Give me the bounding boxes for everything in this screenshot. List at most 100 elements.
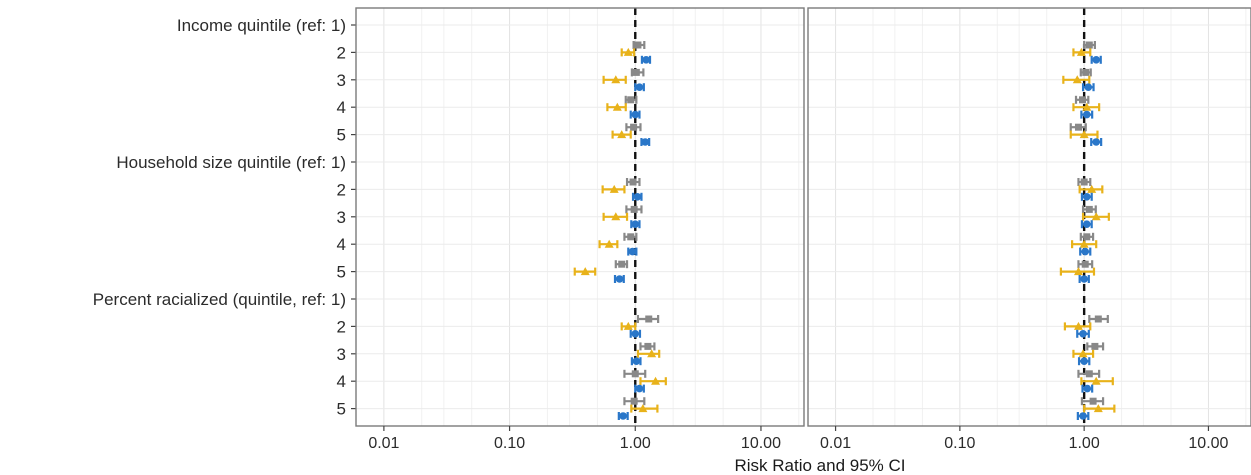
ci-mark [1072, 47, 1092, 57]
ci-mark [606, 102, 627, 112]
row-label: 3 [337, 208, 346, 227]
ci-mark [1077, 369, 1101, 378]
point-estimate [1072, 75, 1082, 84]
row-label: 2 [337, 317, 346, 336]
point-estimate [631, 329, 640, 338]
ci-mark [1063, 321, 1092, 331]
group-header-label: Income quintile (ref: 1) [177, 16, 346, 35]
ci-mark [1076, 411, 1090, 420]
point-estimate [1084, 83, 1093, 91]
point-estimate [632, 68, 640, 76]
point-estimate [642, 55, 650, 64]
row-label: 3 [337, 71, 346, 90]
panel-plot-area [356, 8, 804, 426]
point-estimate [1085, 205, 1093, 213]
ci-mark [629, 329, 642, 338]
series-1 [1069, 41, 1109, 406]
group-header-label: Percent racialized (quintile, ref: 1) [93, 290, 346, 309]
point-estimate [1082, 110, 1091, 119]
ci-mark [632, 41, 646, 50]
ci-mark [639, 342, 656, 351]
ci-mark [1081, 212, 1110, 221]
x-tick-label: 10.00 [741, 435, 781, 452]
row-label: 5 [337, 263, 346, 282]
ci-mark [601, 184, 626, 194]
ci-mark [1078, 184, 1104, 194]
point-estimate [609, 184, 619, 193]
ci-mark [1062, 75, 1091, 84]
point-estimate [1091, 342, 1099, 350]
panels: 0.01 0.10 1.00 10.00 0.01 0.10 1.00 10.00 [355, 7, 1251, 452]
point-estimate [623, 321, 633, 330]
point-estimate [628, 247, 637, 256]
point-estimate [1092, 138, 1100, 146]
point-estimate [1089, 397, 1097, 405]
row-label: 5 [337, 400, 346, 419]
ci-mark [631, 192, 643, 201]
point-estimate [629, 178, 637, 186]
group-header-label: Household size quintile (ref: 1) [116, 153, 346, 172]
ci-mark [639, 376, 667, 386]
point-estimate [1087, 184, 1097, 193]
ci-mark [1059, 267, 1096, 276]
point-estimate [623, 47, 633, 56]
point-estimate [1091, 212, 1101, 221]
row-label: 4 [337, 98, 346, 117]
point-estimate [1079, 329, 1087, 338]
ci-mark [1081, 384, 1094, 393]
ci-mark [1071, 239, 1098, 249]
ci-mark [1083, 404, 1116, 413]
ci-mark [1077, 260, 1094, 269]
point-estimate [612, 102, 622, 111]
ci-mark [1081, 83, 1095, 92]
point-estimate [1078, 349, 1088, 358]
series-3 [613, 55, 652, 420]
point-estimate [647, 349, 657, 358]
point-estimate [634, 41, 642, 49]
point-estimate [1079, 239, 1089, 248]
row-label: 3 [337, 345, 346, 364]
ci-mark [1080, 110, 1094, 119]
series-1 [614, 41, 660, 406]
ci-mark [1080, 376, 1114, 386]
point-estimate [1079, 96, 1087, 104]
point-estimate [617, 130, 627, 139]
x-tick-label: 1.00 [1069, 435, 1100, 452]
row-label: 2 [337, 180, 346, 199]
ci-mark [1081, 205, 1097, 214]
point-estimate [1082, 68, 1090, 76]
point-estimate [631, 110, 640, 119]
ci-mark [617, 411, 629, 420]
point-estimate [1085, 370, 1093, 378]
panel-border [807, 7, 1251, 427]
ci-mark [629, 110, 641, 119]
row-labels: Income quintile (ref: 1) 2 3 4 5 Household si… [93, 16, 356, 419]
series-2 [1059, 47, 1116, 413]
point-estimate [1081, 247, 1090, 256]
point-estimate [651, 376, 661, 385]
ci-mark [625, 123, 642, 132]
point-estimate [1080, 357, 1088, 365]
ci-mark [620, 47, 636, 57]
point-estimate [644, 342, 652, 350]
ci-mark [1072, 349, 1095, 358]
point-estimate [1083, 384, 1092, 393]
ci-mark [1079, 247, 1092, 256]
ci-mark [625, 205, 643, 214]
point-estimate [1080, 178, 1088, 186]
ci-mark [1083, 41, 1096, 50]
panel-plot-area [808, 8, 1251, 426]
point-estimate [1082, 220, 1091, 228]
ci-mark [598, 239, 619, 249]
point-estimate [638, 404, 648, 413]
ci-mark [1077, 357, 1091, 366]
ci-mark [630, 220, 641, 229]
point-estimate [632, 357, 641, 365]
ci-mark [1080, 397, 1105, 406]
ci-mark [640, 137, 651, 146]
ci-mark [614, 260, 629, 269]
ci-mark [1080, 220, 1093, 229]
ci-mark [613, 274, 625, 283]
ci-mark [623, 369, 647, 378]
point-estimate [635, 83, 644, 91]
